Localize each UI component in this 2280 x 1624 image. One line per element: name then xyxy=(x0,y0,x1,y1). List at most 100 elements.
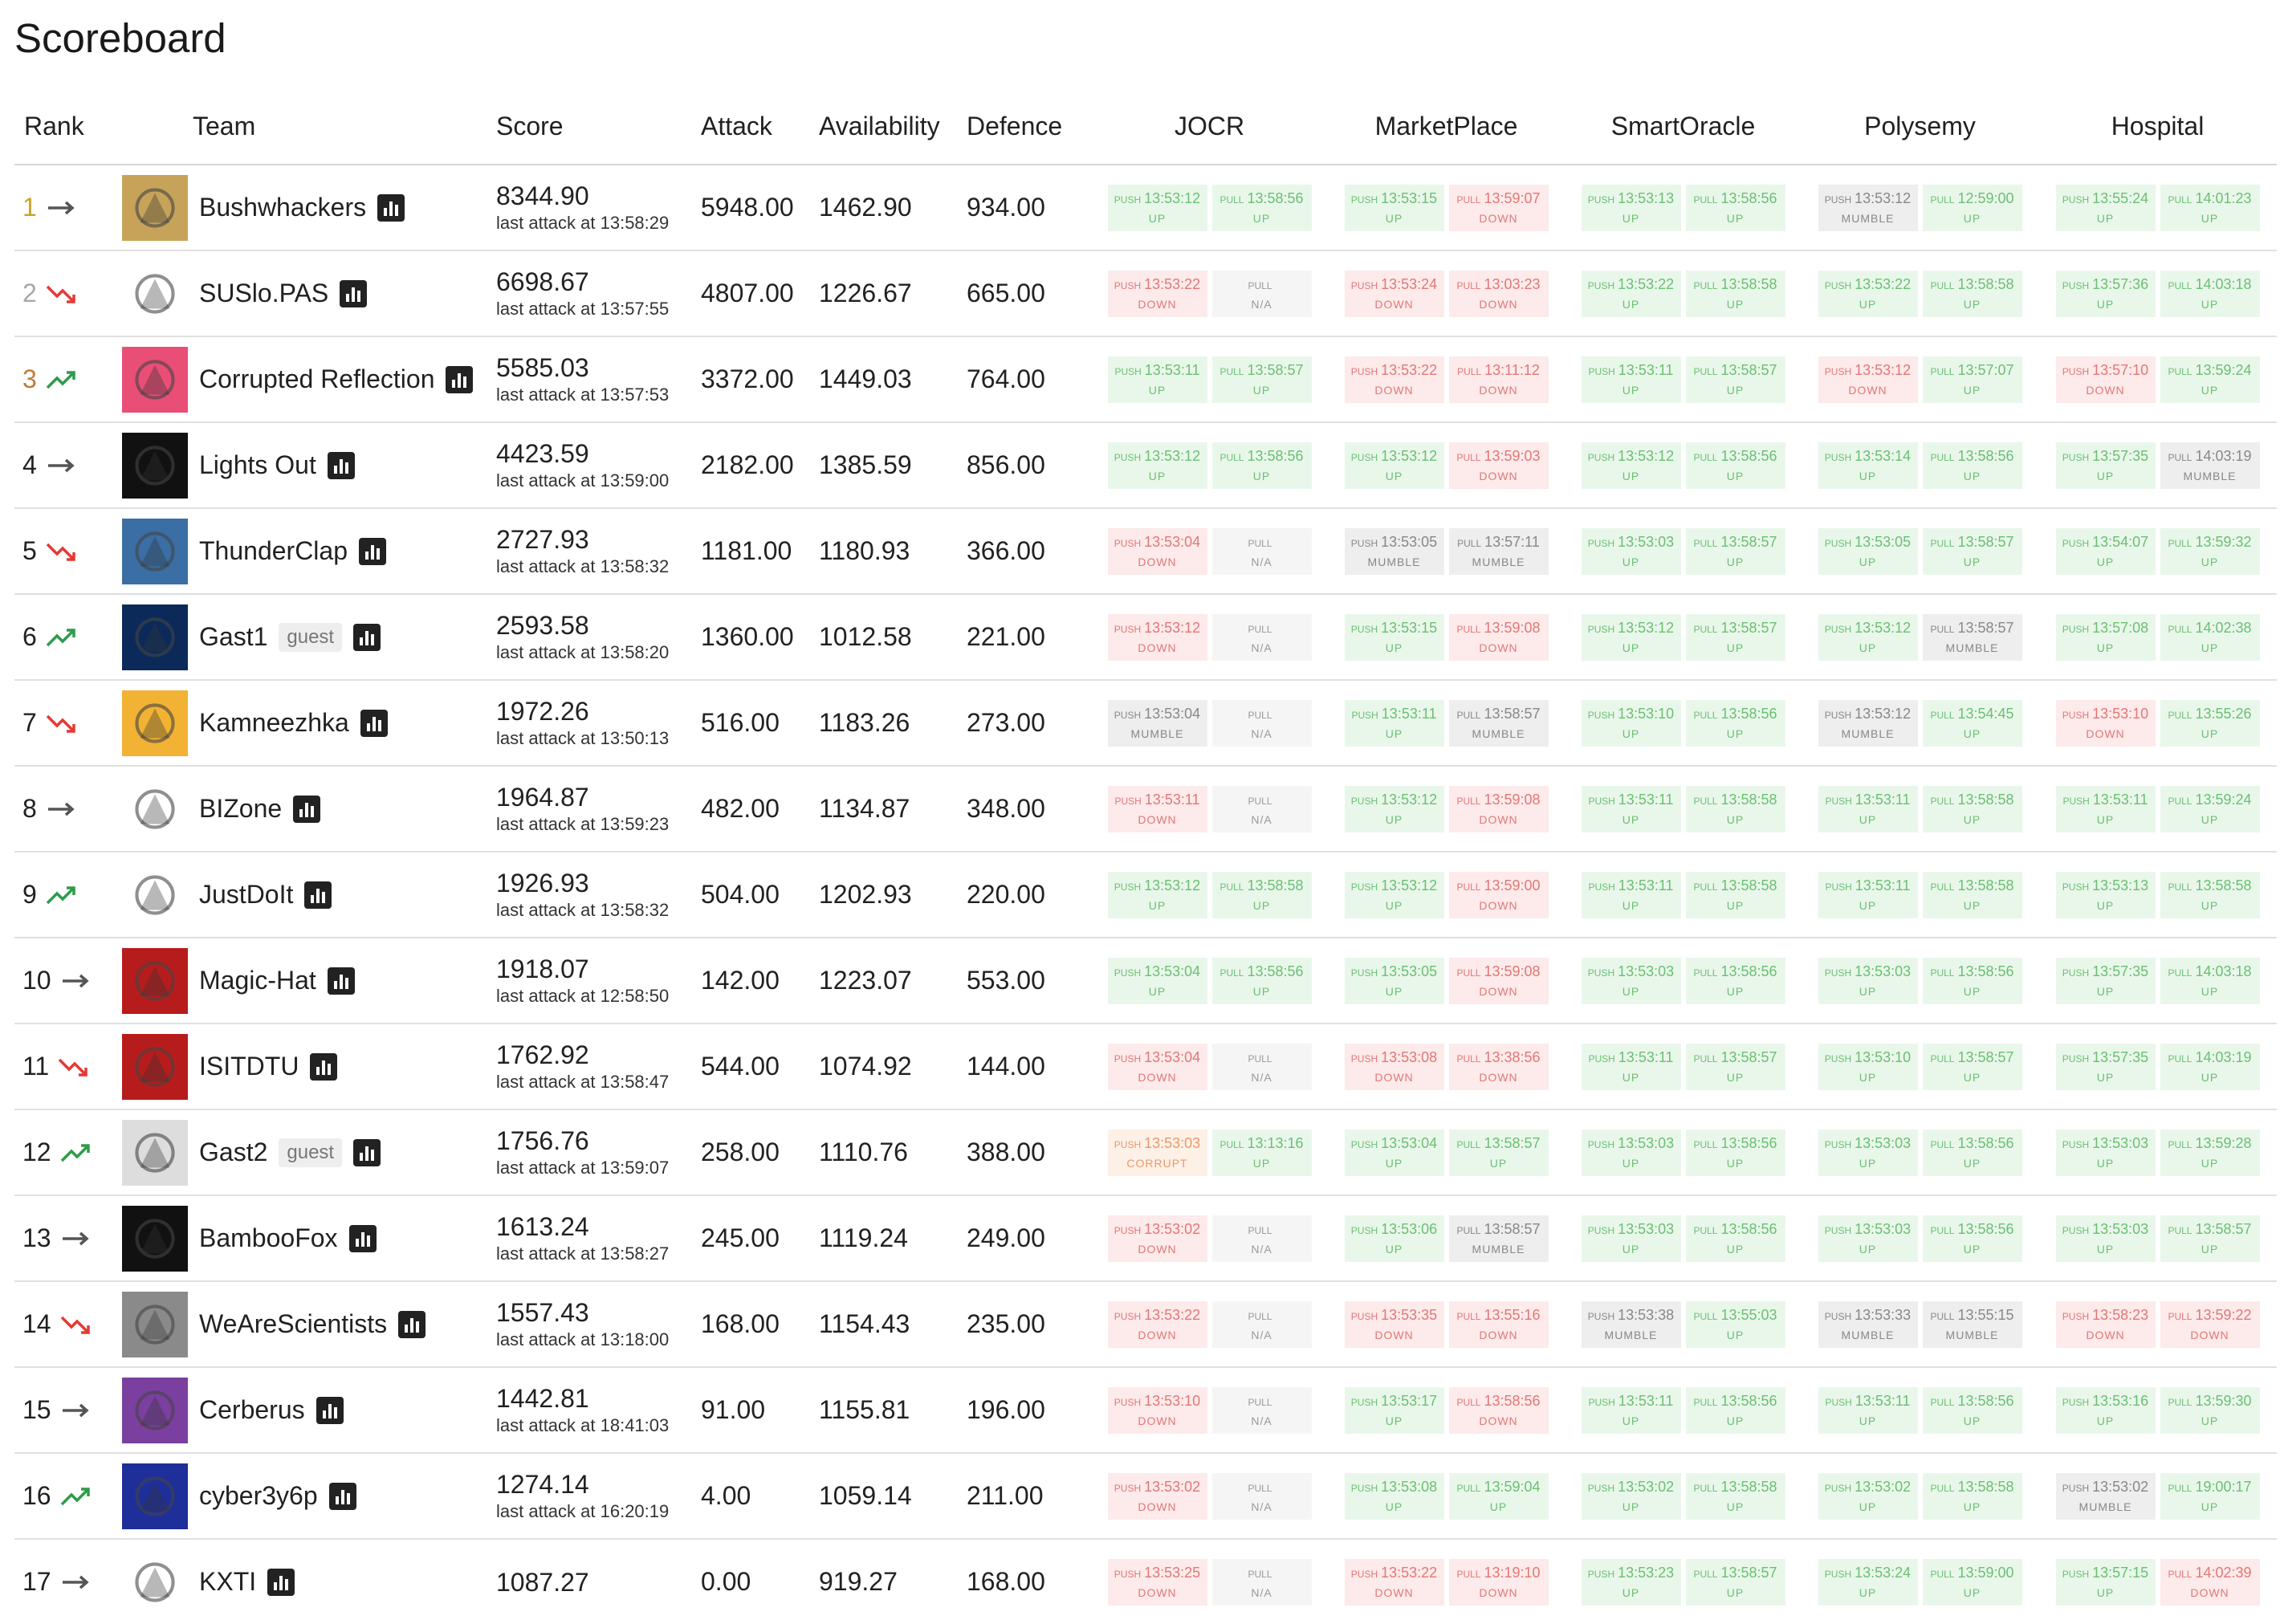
stats-chart-icon[interactable] xyxy=(446,365,474,393)
pull-status[interactable]: PULL 19:00:17 UP xyxy=(2160,1472,2260,1520)
stats-chart-icon[interactable] xyxy=(304,881,332,909)
attack-header[interactable]: Attack xyxy=(701,100,819,165)
pull-status[interactable]: PULL 14:03:18 UP xyxy=(2160,957,2260,1004)
stats-chart-icon[interactable] xyxy=(398,1310,426,1338)
push-status[interactable]: PUSH 13:53:02 DOWN xyxy=(1107,1472,1207,1520)
push-status[interactable]: PUSH 13:53:11 UP xyxy=(1344,699,1444,747)
push-status[interactable]: PUSH 13:58:23 DOWN xyxy=(2055,1300,2156,1348)
push-status[interactable]: PUSH 13:53:02 UP xyxy=(1581,1472,1681,1520)
pull-status[interactable]: PULL 13:59:03 DOWN xyxy=(1448,442,1549,489)
push-status[interactable]: PUSH 13:53:12 MUMBLE xyxy=(1818,184,1918,231)
pull-status[interactable]: PULL 13:58:57 UP xyxy=(1685,527,1785,575)
pull-status[interactable]: PULL 13:58:58 UP xyxy=(1685,785,1785,832)
pull-status[interactable]: PULL 13:58:58 UP xyxy=(1922,785,2022,832)
pull-status[interactable]: PULL 13:58:56 UP xyxy=(1922,1129,2022,1176)
pull-status[interactable]: PULL N/A xyxy=(1211,1043,1312,1090)
pull-status[interactable]: PULL 13:59:04 UP xyxy=(1448,1472,1549,1520)
pull-status[interactable]: PULL 13:55:03 UP xyxy=(1685,1300,1785,1348)
pull-status[interactable]: PULL 13:54:45 UP xyxy=(1922,699,2022,747)
pull-status[interactable]: PULL 13:58:57 UP xyxy=(1685,1558,1785,1606)
team-name[interactable]: SUSlo.PAS xyxy=(199,279,329,307)
pull-status[interactable]: PULL 13:58:57 UP xyxy=(1922,527,2022,575)
stats-chart-icon[interactable] xyxy=(359,537,386,565)
pull-status[interactable]: PULL 13:11:12 DOWN xyxy=(1448,356,1549,403)
pull-status[interactable]: PULL 13:58:57 UP xyxy=(1685,1043,1785,1090)
push-status[interactable]: PUSH 13:53:35 DOWN xyxy=(1344,1300,1444,1348)
stats-chart-icon[interactable] xyxy=(310,1052,338,1081)
push-status[interactable]: PUSH 13:53:08 UP xyxy=(1344,1472,1444,1520)
pull-status[interactable]: PULL 13:58:56 UP xyxy=(1685,1129,1785,1176)
pull-status[interactable]: PULL 13:58:58 UP xyxy=(1685,871,1785,918)
service-header-polysemy[interactable]: Polysemy xyxy=(1802,100,2038,165)
push-status[interactable]: PUSH 13:53:08 DOWN xyxy=(1344,1043,1444,1090)
push-status[interactable]: PUSH 13:53:03 CORRUPT xyxy=(1107,1129,1207,1176)
stats-chart-icon[interactable] xyxy=(293,795,321,823)
push-status[interactable]: PUSH 13:53:04 DOWN xyxy=(1107,527,1207,575)
push-status[interactable]: PUSH 13:53:10 DOWN xyxy=(1107,1386,1207,1434)
service-header-marketplace[interactable]: MarketPlace xyxy=(1328,100,1565,165)
push-status[interactable]: PUSH 13:53:04 MUMBLE xyxy=(1107,699,1207,747)
pull-status[interactable]: PULL 14:03:19 UP xyxy=(2160,1043,2260,1090)
pull-status[interactable]: PULL 13:55:15 MUMBLE xyxy=(1922,1300,2022,1348)
pull-status[interactable]: PULL 13:58:58 UP xyxy=(1685,1472,1785,1520)
push-status[interactable]: PUSH 13:53:11 UP xyxy=(1581,785,1681,832)
stats-chart-icon[interactable] xyxy=(340,279,368,307)
push-status[interactable]: PUSH 13:53:16 UP xyxy=(2055,1386,2156,1434)
pull-status[interactable]: PULL 13:58:56 UP xyxy=(1685,442,1785,489)
push-status[interactable]: PUSH 13:53:38 MUMBLE xyxy=(1581,1300,1681,1348)
push-status[interactable]: PUSH 13:53:13 UP xyxy=(2055,871,2156,918)
push-status[interactable]: PUSH 13:53:25 DOWN xyxy=(1107,1558,1207,1606)
pull-status[interactable]: PULL 13:13:16 UP xyxy=(1211,1129,1312,1176)
pull-status[interactable]: PULL 13:58:56 UP xyxy=(1922,957,2022,1004)
push-status[interactable]: PUSH 13:53:10 UP xyxy=(1818,1043,1918,1090)
pull-status[interactable]: PULL N/A xyxy=(1211,699,1312,747)
pull-status[interactable]: PULL 13:58:58 UP xyxy=(1685,270,1785,317)
team-name[interactable]: KXTI xyxy=(199,1567,257,1596)
push-status[interactable]: PUSH 13:53:11 UP xyxy=(1818,785,1918,832)
push-status[interactable]: PUSH 13:53:12 UP xyxy=(1107,442,1207,489)
pull-status[interactable]: PULL 13:58:57 MUMBLE xyxy=(1922,613,2022,661)
push-status[interactable]: PUSH 13:53:03 UP xyxy=(1581,527,1681,575)
pull-status[interactable]: PULL 13:55:16 DOWN xyxy=(1448,1300,1549,1348)
push-status[interactable]: PUSH 13:53:22 UP xyxy=(1818,270,1918,317)
push-status[interactable]: PUSH 13:55:24 UP xyxy=(2055,184,2156,231)
push-status[interactable]: PUSH 13:53:11 UP xyxy=(2055,785,2156,832)
push-status[interactable]: PUSH 13:53:06 UP xyxy=(1344,1215,1444,1262)
stats-chart-icon[interactable] xyxy=(353,623,381,651)
push-status[interactable]: PUSH 13:53:04 DOWN xyxy=(1107,1043,1207,1090)
push-status[interactable]: PUSH 13:57:36 UP xyxy=(2055,270,2156,317)
push-status[interactable]: PUSH 13:53:12 UP xyxy=(1344,785,1444,832)
push-status[interactable]: PUSH 13:53:12 UP xyxy=(1818,613,1918,661)
pull-status[interactable]: PULL 13:58:58 UP xyxy=(1922,1472,2022,1520)
pull-status[interactable]: PULL N/A xyxy=(1211,785,1312,832)
pull-status[interactable]: PULL N/A xyxy=(1211,1472,1312,1520)
pull-status[interactable]: PULL 13:58:57 UP xyxy=(1685,356,1785,403)
push-status[interactable]: PUSH 13:53:11 DOWN xyxy=(1107,785,1207,832)
pull-status[interactable]: PULL 13:57:11 MUMBLE xyxy=(1448,527,1549,575)
push-status[interactable]: PUSH 13:54:07 UP xyxy=(2055,527,2156,575)
push-status[interactable]: PUSH 13:53:05 UP xyxy=(1818,527,1918,575)
team-name[interactable]: Cerberus xyxy=(199,1395,305,1424)
push-status[interactable]: PUSH 13:57:35 UP xyxy=(2055,442,2156,489)
push-status[interactable]: PUSH 13:53:04 UP xyxy=(1344,1129,1444,1176)
service-header-smartoracle[interactable]: SmartOracle xyxy=(1565,100,1802,165)
push-status[interactable]: PUSH 13:53:12 UP xyxy=(1581,613,1681,661)
push-status[interactable]: PUSH 13:53:22 DOWN xyxy=(1107,270,1207,317)
push-status[interactable]: PUSH 13:53:23 UP xyxy=(1581,1558,1681,1606)
pull-status[interactable]: PULL 13:19:10 DOWN xyxy=(1448,1558,1549,1606)
pull-status[interactable]: PULL 13:58:56 UP xyxy=(1685,699,1785,747)
pull-status[interactable]: PULL 13:59:00 DOWN xyxy=(1448,871,1549,918)
score-header[interactable]: Score xyxy=(496,100,701,165)
push-status[interactable]: PUSH 13:53:14 UP xyxy=(1818,442,1918,489)
pull-status[interactable]: PULL 13:57:07 UP xyxy=(1922,356,2022,403)
push-status[interactable]: PUSH 13:53:22 DOWN xyxy=(1107,1300,1207,1348)
pull-status[interactable]: PULL 13:58:56 UP xyxy=(1211,442,1312,489)
pull-status[interactable]: PULL 13:59:00 UP xyxy=(1922,1558,2022,1606)
team-name[interactable]: Gast1 xyxy=(199,622,268,651)
push-status[interactable]: PUSH 13:53:22 UP xyxy=(1581,270,1681,317)
stats-chart-icon[interactable] xyxy=(348,1224,377,1252)
stats-chart-icon[interactable] xyxy=(328,1482,356,1510)
push-status[interactable]: PUSH 13:53:15 UP xyxy=(1344,184,1444,231)
push-status[interactable]: PUSH 13:53:12 MUMBLE xyxy=(1818,699,1918,747)
team-header[interactable]: Team xyxy=(119,100,496,165)
